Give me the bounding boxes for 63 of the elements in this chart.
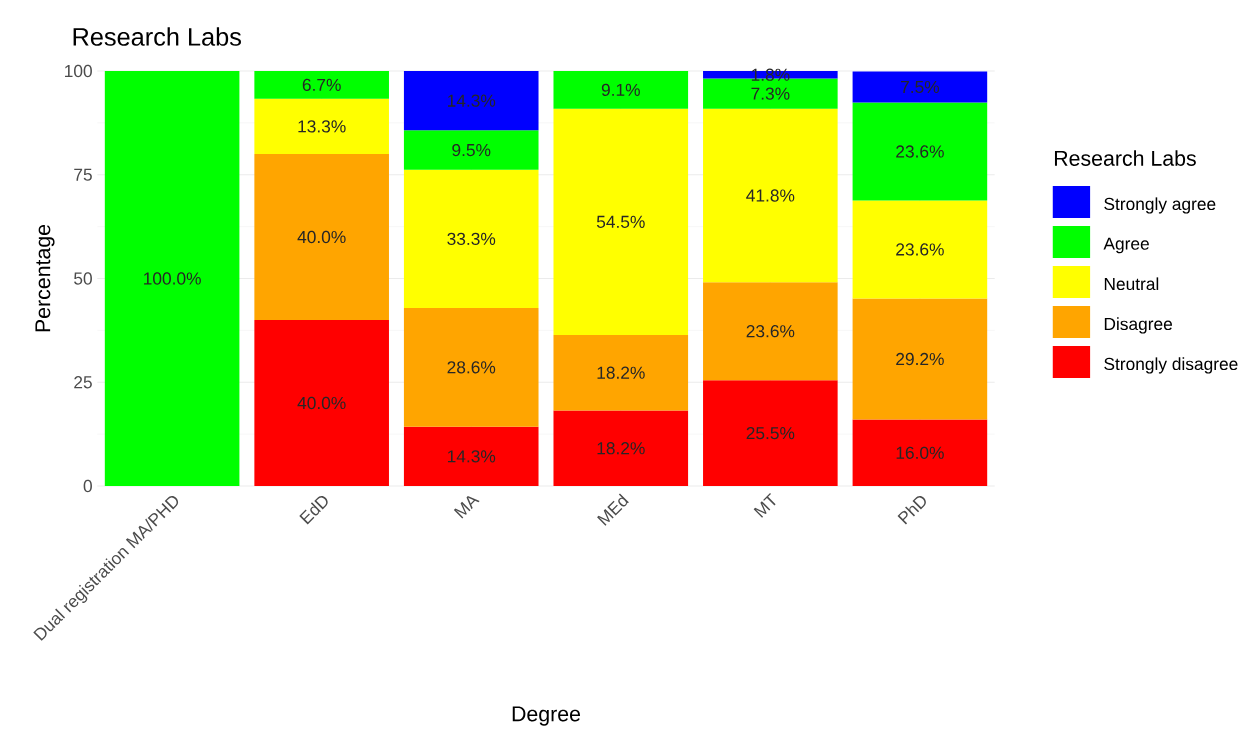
- data-label: 41.8%: [746, 189, 795, 202]
- legend-label: Strongly agree: [1104, 197, 1216, 214]
- bar: [553, 71, 689, 109]
- y-axis-title: Percentage: [35, 224, 55, 332]
- data-label: 14.3%: [447, 450, 496, 463]
- data-label: 40.0%: [297, 230, 346, 244]
- data-label: 18.2%: [597, 366, 645, 379]
- data-label: 28.6%: [447, 361, 496, 374]
- data-label: 16.0%: [896, 446, 944, 459]
- data-label: 33.3%: [447, 232, 496, 245]
- data-label: 6.7%: [302, 78, 341, 92]
- bar: [852, 71, 988, 103]
- bar: [852, 102, 988, 201]
- bar: [553, 334, 689, 411]
- data-label: 25.5%: [746, 426, 795, 440]
- data-label: 9.1%: [601, 83, 640, 97]
- bar: [703, 108, 838, 283]
- data-label: 54.5%: [596, 215, 645, 228]
- bar: [403, 130, 539, 170]
- y-tick-label: 25: [74, 376, 92, 389]
- chart-title: Research Labs: [73, 27, 241, 46]
- x-tick-label: PhD: [897, 495, 926, 525]
- data-label: 23.6%: [746, 325, 795, 338]
- y-tick-label: 100: [65, 64, 92, 78]
- y-tick-label: 50: [74, 272, 92, 285]
- y-tick-label: 75: [74, 168, 92, 181]
- legend-label: Neutral: [1104, 277, 1159, 291]
- data-label: 13.3%: [298, 120, 346, 133]
- bar: [553, 410, 689, 486]
- bar: [852, 298, 988, 420]
- x-tick-label: EdD: [299, 495, 328, 525]
- data-label: 7.3%: [751, 87, 790, 100]
- x-tick-label: MA: [453, 496, 480, 519]
- x-tick-label: MT: [753, 492, 776, 518]
- bar: [254, 154, 389, 320]
- bar: [852, 200, 988, 299]
- bar: [553, 108, 689, 335]
- bar: [254, 71, 389, 99]
- bar: [403, 307, 539, 427]
- legend-label: Strongly disagree: [1104, 357, 1238, 374]
- data-label: 40.0%: [297, 396, 346, 410]
- data-label: 9.5%: [452, 143, 491, 157]
- data-label: 14.3%: [447, 94, 496, 107]
- bar: [403, 426, 539, 486]
- data-label: 7.5%: [901, 80, 940, 94]
- data-label: 23.6%: [896, 145, 944, 158]
- data-label: 23.6%: [896, 243, 944, 256]
- y-tick-label: 0: [83, 479, 92, 493]
- x-axis-title: Degree: [512, 706, 581, 726]
- bar: [703, 282, 838, 381]
- bar: [104, 71, 240, 486]
- bar: [254, 320, 389, 486]
- bar: [703, 380, 838, 486]
- bar: [254, 98, 389, 154]
- legend-title: Research Labs: [1054, 150, 1196, 166]
- bar: [852, 419, 988, 486]
- legend-label: Disagree: [1104, 317, 1173, 334]
- legend-label: Agree: [1103, 237, 1149, 254]
- data-label: 29.2%: [896, 352, 944, 366]
- data-label: 18.2%: [597, 442, 645, 455]
- bar: [403, 71, 539, 131]
- bar: [403, 169, 539, 308]
- data-label: 100.0%: [144, 272, 201, 285]
